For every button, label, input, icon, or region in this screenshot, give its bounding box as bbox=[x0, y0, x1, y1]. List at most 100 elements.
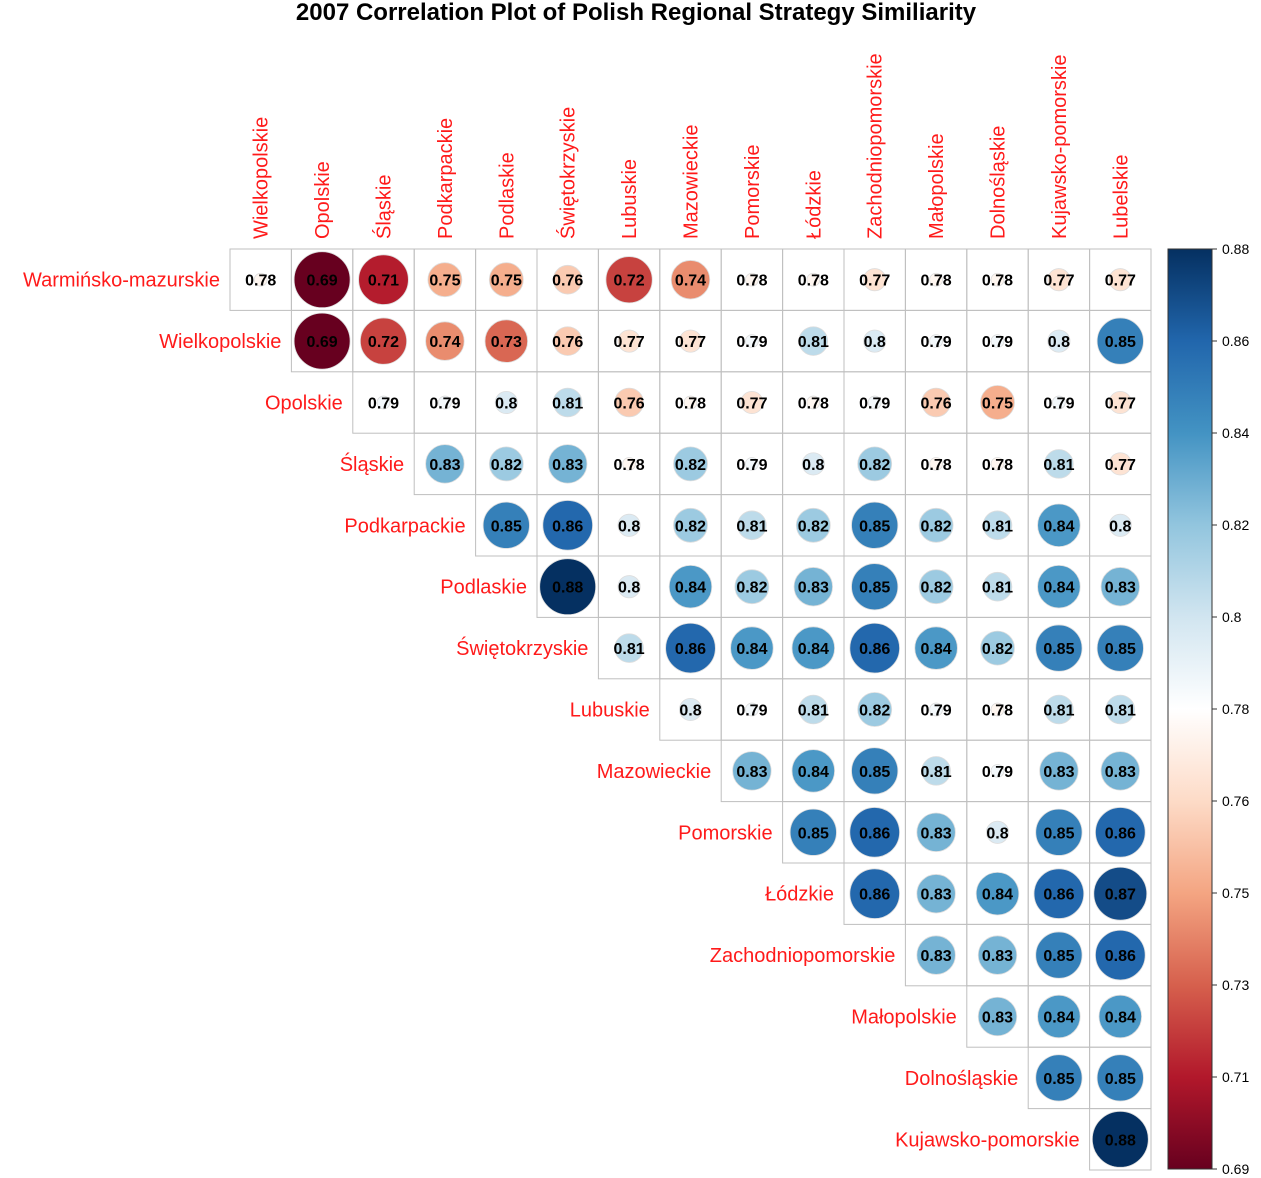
legend-tick-label: 0.88 bbox=[1222, 241, 1249, 257]
correlation-circle bbox=[745, 334, 759, 348]
correlation-circle bbox=[801, 452, 825, 476]
correlation-circle bbox=[1091, 1110, 1149, 1168]
correlation-circle bbox=[863, 329, 887, 353]
column-label: Małopolskie bbox=[926, 133, 948, 239]
correlation-circle bbox=[863, 268, 887, 292]
correlation-circle bbox=[737, 510, 767, 541]
row-label: Warmińsko-mazurskie bbox=[23, 270, 220, 292]
correlation-circle bbox=[851, 747, 899, 795]
correlation-value: 0.78 bbox=[798, 396, 829, 413]
row-label: Mazowieckie bbox=[597, 761, 711, 783]
column-label: Świętokrzyskie bbox=[556, 107, 580, 239]
correlation-value: 0.79 bbox=[736, 334, 767, 351]
correlation-circle bbox=[1108, 390, 1132, 415]
correlation-value: 0.83 bbox=[1043, 764, 1074, 781]
correlation-circle bbox=[484, 319, 529, 363]
correlation-circle bbox=[614, 633, 644, 663]
correlation-value: 0.86 bbox=[552, 518, 583, 535]
correlation-circle bbox=[438, 395, 452, 410]
correlation-value: 0.86 bbox=[1105, 825, 1136, 842]
correlation-circle bbox=[918, 569, 954, 605]
correlation-circle bbox=[1100, 567, 1140, 607]
correlation-value: 0.81 bbox=[614, 641, 645, 658]
correlation-circle bbox=[798, 694, 829, 725]
grid-layer bbox=[229, 248, 1152, 1171]
correlation-value: 0.8 bbox=[679, 703, 701, 720]
correlation-value: 0.82 bbox=[859, 703, 890, 720]
correlation-value: 0.86 bbox=[859, 887, 890, 904]
correlation-value: 0.75 bbox=[429, 273, 460, 290]
correlation-value: 0.79 bbox=[921, 334, 952, 351]
correlation-value: 0.77 bbox=[675, 334, 706, 351]
correlation-circle bbox=[427, 262, 463, 298]
column-label: Podkarpackie bbox=[435, 118, 457, 239]
correlation-circle bbox=[929, 334, 943, 348]
correlation-value: 0.69 bbox=[307, 334, 338, 351]
correlation-circle bbox=[673, 507, 708, 543]
correlation-circle bbox=[740, 390, 764, 415]
correlation-value: 0.81 bbox=[1043, 457, 1074, 474]
correlation-circle bbox=[376, 395, 391, 410]
correlation-circle bbox=[293, 251, 351, 309]
correlation-circle bbox=[918, 507, 954, 543]
correlation-value: 0.85 bbox=[1043, 1071, 1074, 1088]
correlation-circle bbox=[849, 807, 900, 858]
cells-layer: 0.78 0.69 0.71 0.75 0.75 0.76 0.72 0.74 0.78 0.78… bbox=[245, 251, 1149, 1168]
correlation-value: 0.77 bbox=[1105, 396, 1136, 413]
row-label: Małopolskie bbox=[851, 1007, 957, 1029]
correlation-value: 0.82 bbox=[921, 580, 952, 597]
legend-tick-label: 0.8 bbox=[1222, 609, 1242, 625]
correlation-value: 0.84 bbox=[675, 580, 706, 597]
correlation-circle bbox=[849, 868, 900, 919]
correlation-circle bbox=[665, 622, 716, 674]
correlation-value: 0.8 bbox=[864, 334, 886, 351]
correlation-value: 0.83 bbox=[736, 764, 767, 781]
correlation-value: 0.74 bbox=[429, 334, 460, 351]
correlation-circle bbox=[990, 702, 1005, 717]
correlation-value: 0.84 bbox=[736, 641, 767, 658]
correlation-value: 0.84 bbox=[982, 887, 1013, 904]
correlation-value: 0.75 bbox=[491, 273, 522, 290]
legend-tick-label: 0.75 bbox=[1222, 885, 1249, 901]
correlation-value: 0.83 bbox=[552, 457, 583, 474]
correlation-value: 0.78 bbox=[736, 273, 767, 290]
correlation-value: 0.77 bbox=[614, 334, 645, 351]
correlation-value: 0.72 bbox=[614, 273, 645, 290]
column-label: Łódzkie bbox=[803, 170, 825, 239]
correlation-circle bbox=[793, 567, 833, 607]
correlation-circle bbox=[745, 702, 759, 717]
correlation-value: 0.86 bbox=[675, 641, 706, 658]
correlation-value: 0.82 bbox=[921, 518, 952, 535]
correlation-value: 0.74 bbox=[675, 273, 706, 290]
correlation-circle bbox=[929, 272, 943, 287]
correlation-circle bbox=[425, 444, 465, 484]
correlation-circle bbox=[552, 387, 583, 418]
correlation-circle bbox=[849, 622, 900, 674]
correlation-circle bbox=[734, 569, 770, 605]
correlation-circle bbox=[975, 871, 1020, 916]
correlation-value: 0.83 bbox=[982, 948, 1013, 965]
correlation-circle bbox=[293, 312, 351, 370]
correlation-circle bbox=[359, 317, 408, 365]
correlation-circle bbox=[1108, 268, 1132, 292]
correlation-value: 0.8 bbox=[986, 825, 1008, 842]
correlation-value: 0.79 bbox=[982, 764, 1013, 781]
correlation-circle bbox=[985, 820, 1010, 844]
correlation-circle bbox=[605, 256, 653, 304]
row-label: Opolskie bbox=[265, 393, 343, 415]
correlation-circle bbox=[914, 626, 958, 670]
correlation-circle bbox=[1052, 395, 1066, 410]
correlation-value: 0.78 bbox=[798, 273, 829, 290]
correlation-circle bbox=[916, 935, 956, 975]
correlation-circle bbox=[851, 501, 899, 549]
correlation-circle bbox=[542, 500, 593, 551]
correlation-circle bbox=[730, 626, 774, 670]
correlation-circle bbox=[921, 756, 951, 786]
correlation-circle bbox=[683, 395, 698, 410]
correlation-circle bbox=[1105, 694, 1136, 725]
correlation-circle bbox=[678, 329, 703, 353]
correlation-value: 0.76 bbox=[552, 334, 583, 351]
correlation-circle bbox=[806, 272, 821, 287]
legend-tick-label: 0.78 bbox=[1222, 701, 1249, 717]
